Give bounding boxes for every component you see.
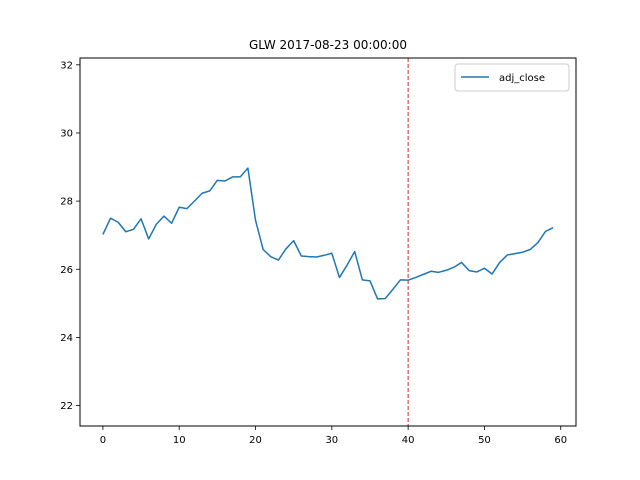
y-tick-label: 24	[60, 333, 73, 344]
y-tick-label: 28	[60, 197, 73, 208]
x-tick-label: 10	[173, 435, 186, 446]
y-axis: 22 24 26 28 30 32	[60, 60, 80, 412]
legend-label: adj_close	[499, 73, 545, 84]
x-tick-label: 0	[100, 435, 106, 446]
series-line-adj_close	[102, 167, 554, 300]
chart-title: GLW 2017-08-23 00:00:00	[249, 38, 407, 52]
legend-box	[454, 63, 570, 92]
y-tick-label: 22	[60, 401, 73, 412]
y-tick-label: 30	[60, 128, 73, 139]
x-tick-label: 50	[478, 435, 491, 446]
x-tick-label: 40	[402, 435, 415, 446]
legend: adj_close	[454, 63, 570, 92]
x-tick-label: 60	[554, 435, 567, 446]
plot-area	[102, 58, 554, 426]
y-tick-label: 32	[60, 60, 73, 71]
x-tick-label: 30	[325, 435, 338, 446]
x-tick-label: 20	[249, 435, 262, 446]
axes-frame	[79, 57, 577, 427]
y-tick-label: 26	[60, 265, 73, 276]
x-axis: 0 10 20 30 40 50 60	[100, 426, 567, 446]
